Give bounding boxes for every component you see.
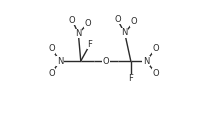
- Text: N: N: [75, 29, 82, 38]
- Text: N: N: [122, 28, 128, 37]
- Text: O: O: [48, 44, 55, 53]
- Text: O: O: [103, 56, 109, 66]
- Text: O: O: [69, 16, 76, 25]
- Text: F: F: [88, 40, 92, 49]
- Text: O: O: [153, 44, 159, 53]
- Text: F: F: [128, 74, 133, 83]
- Text: O: O: [153, 69, 159, 78]
- Text: O: O: [114, 15, 121, 24]
- Text: N: N: [57, 56, 63, 66]
- Text: N: N: [143, 56, 149, 66]
- Text: O: O: [131, 17, 137, 26]
- Text: O: O: [85, 19, 91, 28]
- Text: O: O: [48, 69, 55, 78]
